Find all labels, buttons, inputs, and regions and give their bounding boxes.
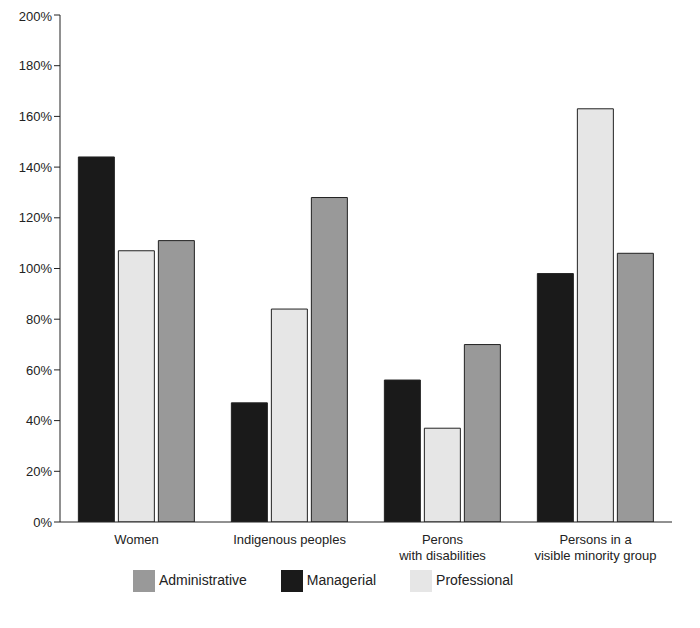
svg-text:60%: 60% xyxy=(26,363,52,378)
svg-text:180%: 180% xyxy=(19,58,53,73)
svg-text:Women: Women xyxy=(114,532,159,547)
html-text:Managerial: Managerial xyxy=(306,571,377,588)
html-text:Professional: Professional xyxy=(436,571,514,588)
html-text:Administrative: Administrative xyxy=(158,571,247,588)
svg-text:100%: 100% xyxy=(19,261,53,276)
svg-text:40%: 40% xyxy=(26,413,52,428)
svg-text:80%: 80% xyxy=(26,312,52,327)
svg-text:120%: 120% xyxy=(19,210,53,225)
svg-text:0%: 0% xyxy=(33,515,52,530)
svg-text:140%: 140% xyxy=(19,160,53,175)
svg-text:Peronswith disabilities: Peronswith disabilities xyxy=(398,532,486,563)
svg-text:200%: 200% xyxy=(19,9,53,24)
svg-text:Persons in avisible minority g: Persons in avisible minority group xyxy=(534,532,656,563)
svg-text:Indigenous peoples: Indigenous peoples xyxy=(233,532,346,547)
svg-text:160%: 160% xyxy=(19,109,53,124)
svg-text:20%: 20% xyxy=(26,464,52,479)
